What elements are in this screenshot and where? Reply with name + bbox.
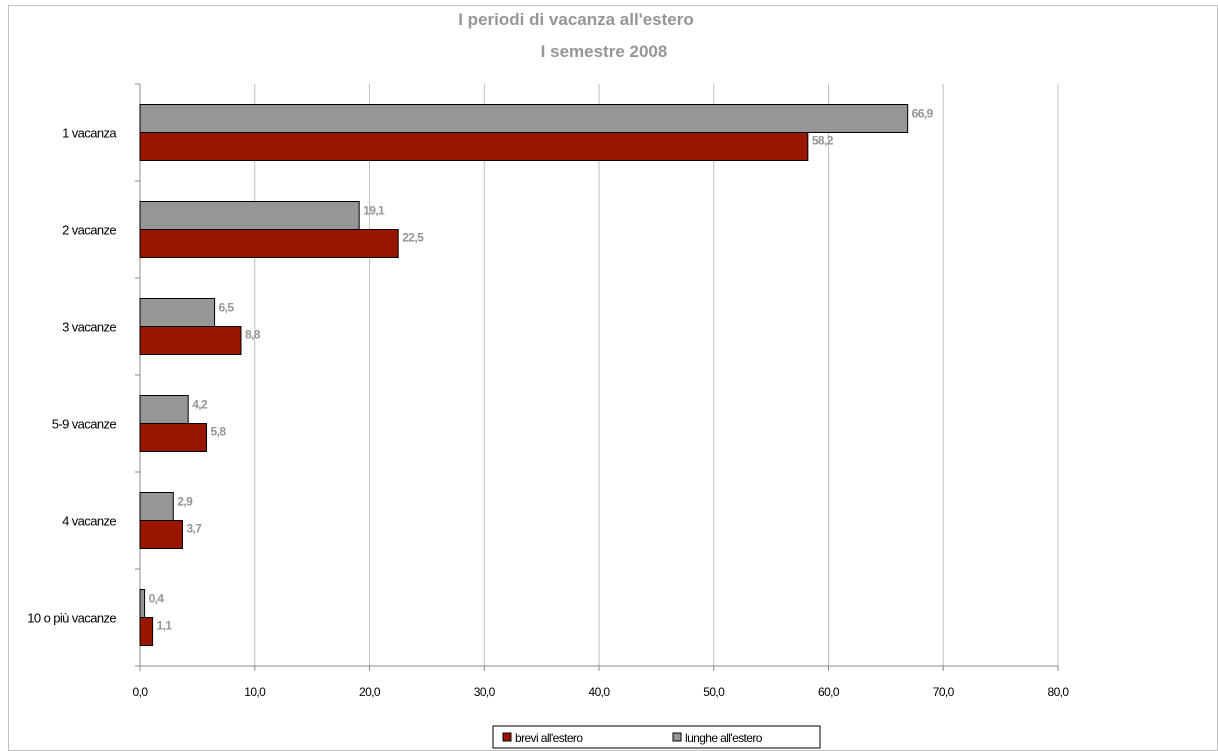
bar-brevi xyxy=(139,326,242,355)
legend-box xyxy=(492,725,821,749)
category-label: 10 o più vacanze xyxy=(27,611,116,626)
bar-lunghe xyxy=(139,395,189,424)
legend-label: lunghe all'estero xyxy=(685,731,763,745)
data-label-lunghe: 6,5 xyxy=(219,301,235,315)
bar-brevi xyxy=(139,520,183,549)
chart-subtitle: I semestre 2008 xyxy=(541,42,668,61)
bar-brevi xyxy=(139,229,399,258)
data-label-brevi: 1,1 xyxy=(157,619,173,633)
x-tick-label: 40,0 xyxy=(589,685,611,699)
x-tick-label: 70,0 xyxy=(933,685,955,699)
legend: brevi all'estero lunghe all'estero xyxy=(492,725,821,749)
chart-title: I periodi di vacanza all'estero xyxy=(458,10,694,29)
data-label-lunghe: 2,9 xyxy=(177,495,193,509)
data-label-brevi: 5,8 xyxy=(211,425,227,439)
x-tick-label: 20,0 xyxy=(359,685,381,699)
bar-brevi xyxy=(139,617,154,646)
data-label-lunghe: 66,9 xyxy=(912,107,934,121)
x-tick-label: 30,0 xyxy=(474,685,496,699)
data-label-lunghe: 0,4 xyxy=(149,592,165,606)
data-label-lunghe: 19,1 xyxy=(363,204,385,218)
x-tick-label: 0,0 xyxy=(133,685,149,699)
x-tick-label: 80,0 xyxy=(1048,685,1070,699)
x-tick-label: 10,0 xyxy=(244,685,266,699)
legend-swatch xyxy=(502,732,512,742)
category-label: 4 vacanze xyxy=(62,514,116,529)
category-label: 3 vacanze xyxy=(62,320,116,335)
category-label: 5-9 vacanze xyxy=(52,417,117,432)
bar-brevi xyxy=(139,132,809,161)
data-label-brevi: 58,2 xyxy=(812,134,834,148)
legend-label: brevi all'estero xyxy=(515,731,583,745)
bar-lunghe xyxy=(139,201,360,230)
data-label-brevi: 3,7 xyxy=(186,522,202,536)
bar-lunghe xyxy=(139,589,146,618)
data-label-brevi: 22,5 xyxy=(402,231,424,245)
bar-lunghe xyxy=(139,492,174,521)
plot-area: 0,0 10,0 20,0 30,0 40,0 50,0 60,0 70,0 80,0 1 vac… xyxy=(27,83,1070,699)
data-label-lunghe: 4,2 xyxy=(192,398,208,412)
bar-lunghe xyxy=(139,104,909,133)
x-tick-label: 60,0 xyxy=(818,685,840,699)
category-label: 2 vacanze xyxy=(62,223,116,238)
x-tick-label: 50,0 xyxy=(703,685,725,699)
legend-swatch xyxy=(672,732,682,742)
bar-brevi xyxy=(139,423,208,452)
bar-lunghe xyxy=(139,298,216,327)
data-label-brevi: 8,8 xyxy=(245,328,261,342)
category-label: 1 vacanza xyxy=(62,126,117,141)
